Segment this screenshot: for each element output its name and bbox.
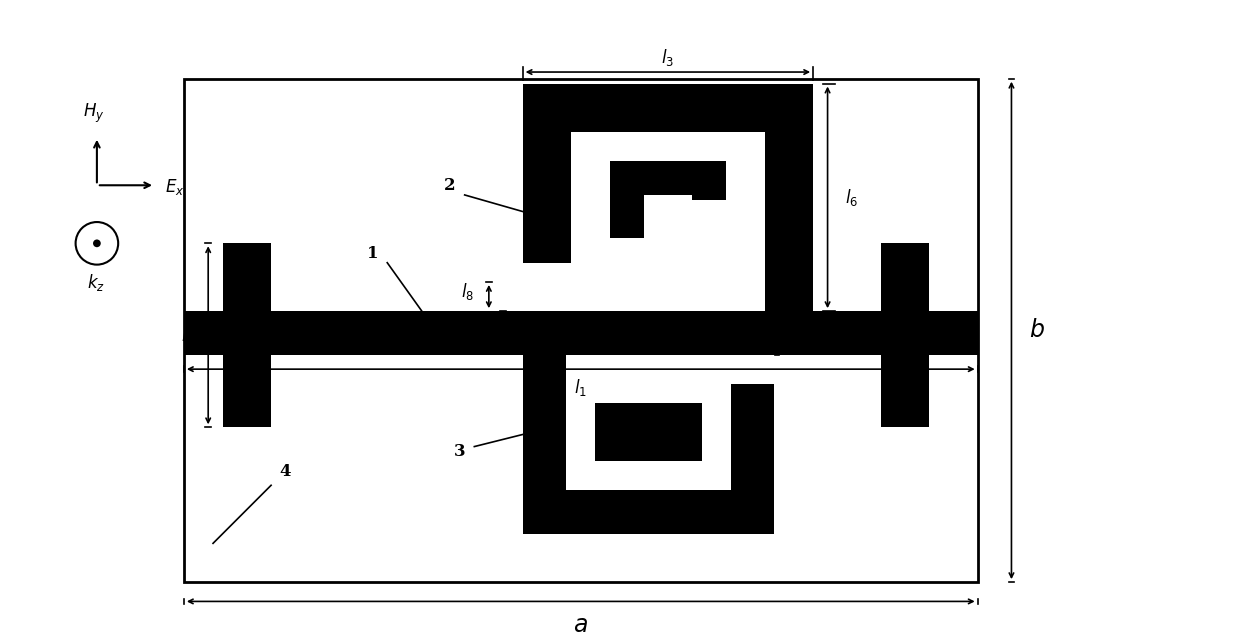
Bar [881, 243, 929, 428]
Text: $l_2$: $l_2$ [181, 324, 193, 346]
Text: $b$: $b$ [1028, 319, 1044, 342]
Circle shape [93, 239, 100, 247]
Text: $k_z$: $k_z$ [87, 273, 105, 293]
Text: $l_8$: $l_8$ [461, 281, 475, 302]
Text: $H_y$: $H_y$ [83, 102, 105, 125]
Text: 4: 4 [280, 463, 291, 479]
Text: $s_1$: $s_1$ [501, 317, 515, 333]
Bar [634, 424, 673, 432]
Text: 3: 3 [453, 444, 466, 460]
Text: $l_7$: $l_7$ [643, 405, 654, 424]
Text: $l_3$: $l_3$ [662, 47, 674, 68]
Bar [658, 171, 683, 190]
Text: 2: 2 [445, 177, 456, 194]
Bar [523, 330, 566, 534]
Bar [731, 383, 774, 534]
Bar [673, 403, 701, 461]
Text: $l_1$: $l_1$ [575, 377, 587, 398]
Text: $l_5$: $l_5$ [662, 167, 674, 186]
Bar [185, 311, 978, 355]
Bar [523, 490, 774, 534]
Circle shape [76, 222, 118, 264]
Text: 1: 1 [367, 245, 378, 262]
Bar [185, 79, 978, 582]
Bar [693, 161, 726, 200]
Bar [610, 161, 726, 195]
Bar [764, 84, 813, 316]
Bar [595, 432, 701, 461]
Bar [223, 243, 271, 428]
Text: $a$: $a$ [574, 613, 589, 637]
Bar [610, 161, 644, 239]
Text: $l_6$: $l_6$ [845, 187, 859, 208]
Text: $s_2$: $s_2$ [792, 335, 808, 350]
Bar [523, 84, 571, 262]
Bar [634, 415, 688, 432]
Bar [523, 84, 813, 132]
Text: $E_x$: $E_x$ [165, 177, 185, 197]
Bar [595, 403, 673, 432]
